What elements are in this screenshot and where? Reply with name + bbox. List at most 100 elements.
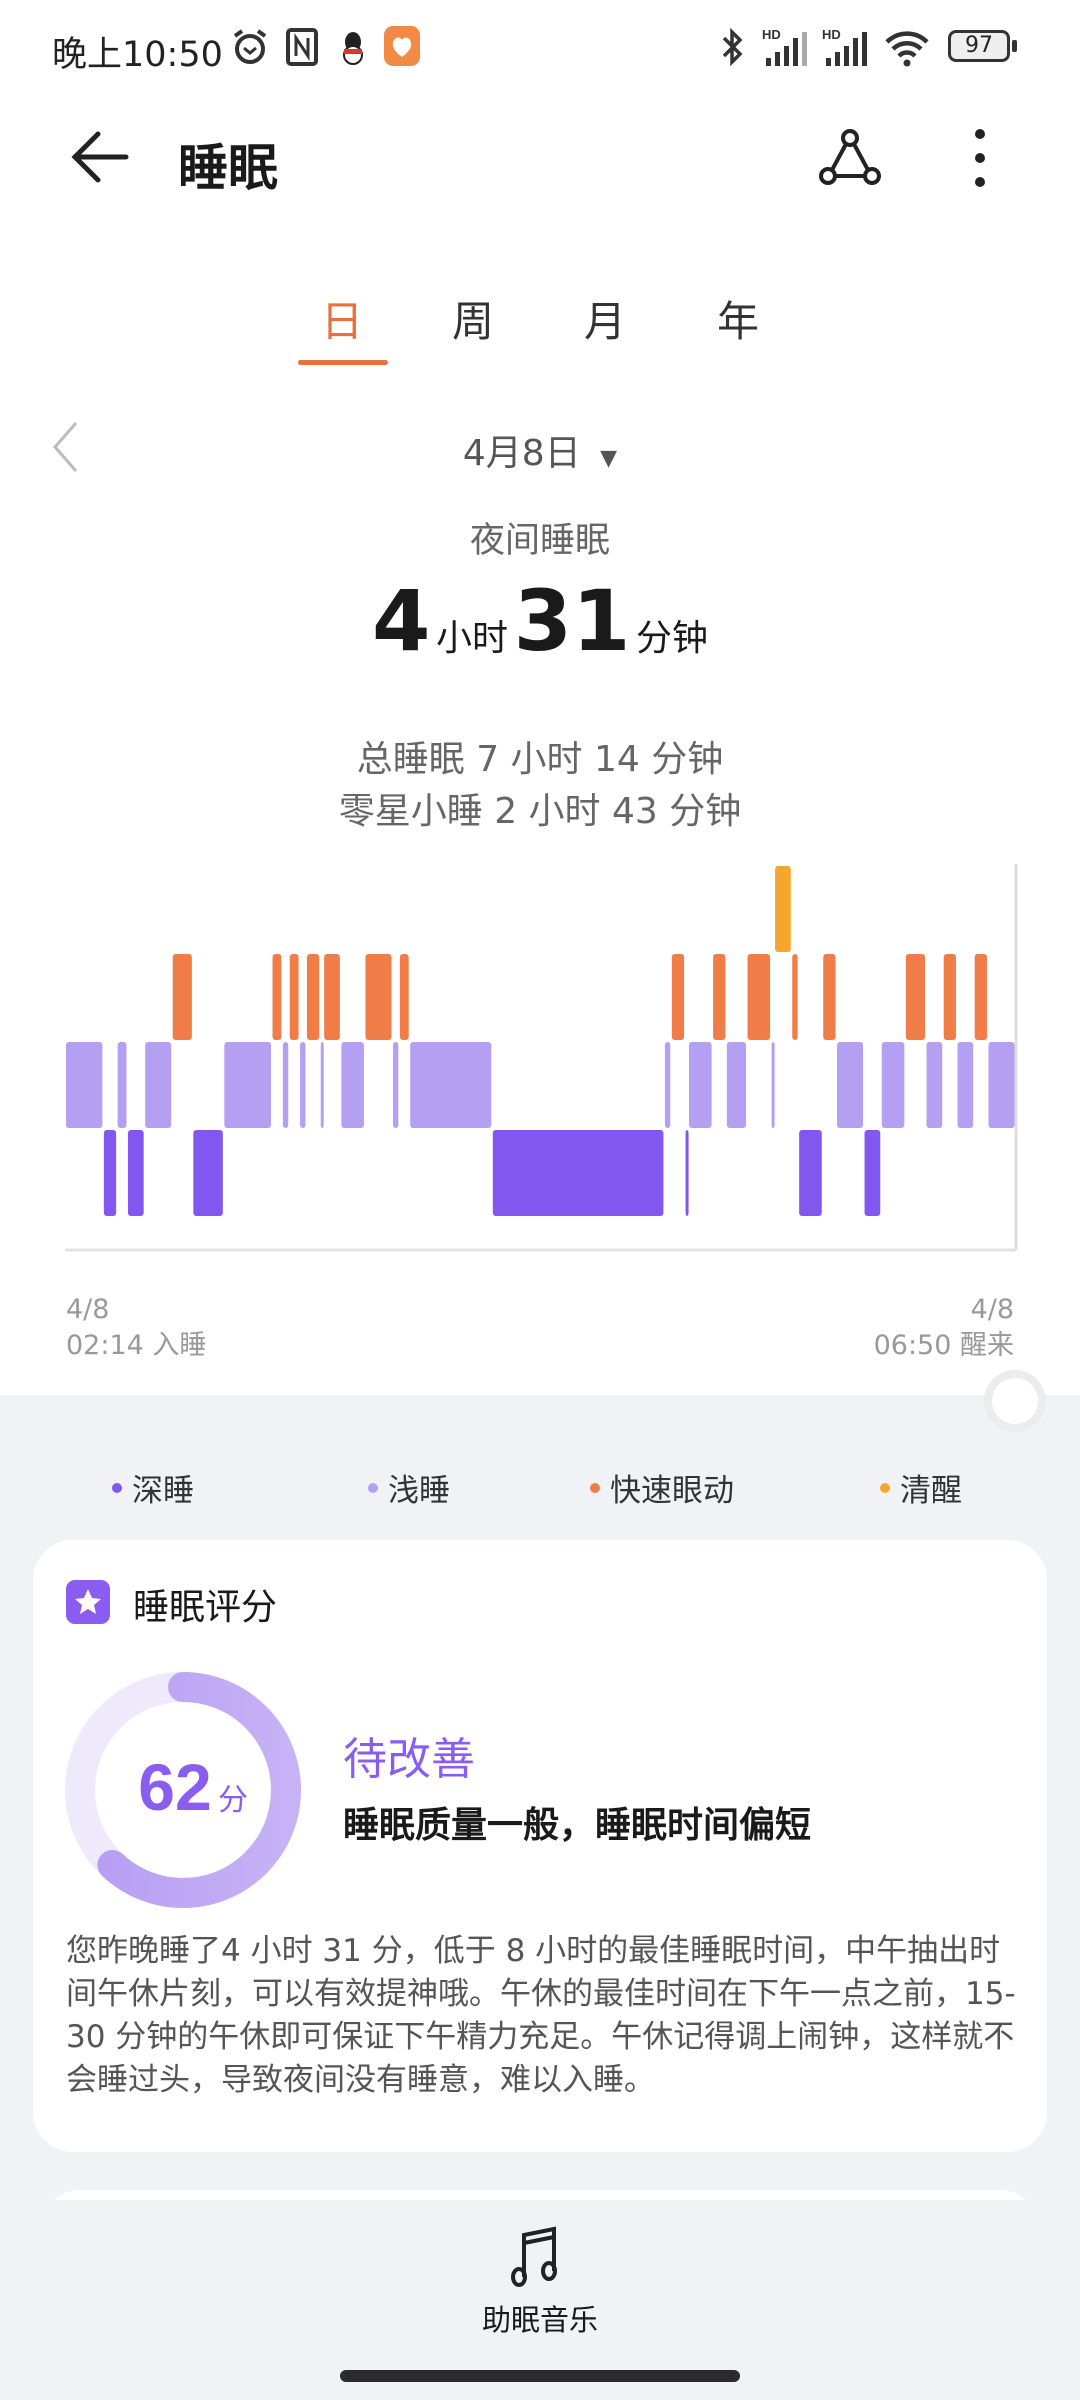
stage-segment-awake — [775, 866, 791, 952]
legend-dot — [112, 1482, 122, 1493]
prev-day-icon[interactable] — [50, 420, 80, 474]
bottom-bar — [0, 2200, 1080, 2360]
music-note-icon — [511, 2226, 557, 2287]
stage-segment-deep — [127, 1130, 144, 1216]
stage-segment-light — [145, 1042, 172, 1128]
legend-dot — [368, 1482, 378, 1493]
sleep-music-button[interactable]: 助眠音乐 — [440, 2225, 640, 2345]
stage-segment-light — [341, 1042, 364, 1128]
legend-rem: 快速眼动 — [590, 1465, 734, 1510]
score-value: 62 — [138, 1750, 211, 1824]
legend-label: 快速眼动 — [610, 1473, 734, 1509]
bluetooth-icon — [722, 27, 743, 67]
legend-dot — [590, 1482, 600, 1493]
stage-segment-rem — [272, 954, 282, 1040]
sleep-score-card[interactable]: 睡眠评分 62 分 待改善 睡眠质量一般，睡眠时间偏短 您昨晚睡了4 小时 31… — [33, 1540, 1047, 2152]
battery-icon: 97 — [948, 30, 1010, 62]
stage-segment-light — [771, 1042, 775, 1128]
date-selector[interactable]: 4月8日 ▼ — [0, 424, 1080, 476]
stage-segment-light — [689, 1042, 712, 1128]
night-sleep-label: 夜间睡眠 — [469, 521, 610, 561]
battery-level: 97 — [965, 33, 993, 58]
stage-segment-rem — [671, 954, 685, 1040]
stage-segment-light — [926, 1042, 943, 1128]
score-ring-fill — [65, 1672, 301, 1908]
hours-unit: 小时 — [435, 618, 508, 659]
stage-segment-light — [957, 1042, 974, 1128]
legend-label: 深睡 — [132, 1473, 194, 1509]
stage-segment-light — [117, 1042, 127, 1128]
scrubber-handle[interactable] — [992, 1378, 1038, 1424]
hours-value: 4 — [371, 572, 431, 670]
tab-week[interactable]: 周 — [451, 297, 494, 346]
stage-segment-rem — [747, 954, 771, 1040]
stage-segment-light — [664, 1042, 671, 1128]
minutes-unit: 分钟 — [636, 618, 709, 659]
tab-month[interactable]: 月 — [583, 297, 626, 346]
star-badge-icon — [66, 1580, 110, 1624]
stage-segment-light — [881, 1042, 905, 1128]
stage-segment-rem — [399, 954, 409, 1040]
stage-segment-light — [726, 1042, 747, 1128]
stage-segment-rem — [974, 954, 987, 1040]
svg-text:HD: HD — [822, 27, 841, 42]
legend-deep: 深睡 — [112, 1465, 194, 1510]
stage-segment-rem — [172, 954, 192, 1040]
signal-hd-icon: HD — [822, 27, 867, 66]
stage-segment-light — [410, 1042, 492, 1128]
stage-segment-light — [300, 1042, 306, 1128]
stage-segment-light — [320, 1042, 324, 1128]
status-bar: 晚上10:50 HD HD 97 — [0, 22, 1080, 78]
score-card-title: 睡眠评分 — [133, 1587, 278, 1628]
stage-segment-light — [988, 1042, 1015, 1128]
stage-segment-deep — [193, 1130, 223, 1216]
stage-segment-light — [224, 1042, 272, 1128]
sleep-music-label: 助眠音乐 — [481, 2303, 598, 2337]
tab-year[interactable]: 年 — [716, 297, 759, 346]
home-indicator[interactable] — [340, 2370, 740, 2382]
share-icon[interactable] — [818, 128, 882, 188]
stage-segment-rem — [365, 954, 392, 1040]
score-unit: 分 — [218, 1783, 248, 1818]
total-sleep: 总睡眠 7 小时 14 分钟 — [356, 739, 724, 780]
tab-indicator — [298, 360, 388, 365]
stage-segment-light — [837, 1042, 864, 1128]
stage-segment-rem — [792, 954, 798, 1040]
health-app-icon — [384, 26, 420, 66]
night-sleep-duration: 4 小时 31 分钟 — [0, 572, 1080, 670]
legend-light: 浅睡 — [368, 1465, 450, 1510]
stage-segment-rem — [823, 954, 836, 1040]
stage-segment-rem — [713, 954, 726, 1040]
stage-segment-rem — [943, 954, 956, 1040]
score-rating: 待改善 — [343, 1734, 475, 1785]
sleep-end-label: 4/8 06:50 醒来 — [874, 1292, 1014, 1364]
legend-dot — [880, 1482, 890, 1493]
battery-tip — [1012, 40, 1017, 52]
stage-segment-rem — [306, 954, 320, 1040]
start-date: 4/8 — [66, 1294, 110, 1325]
status-time: 晚上10:50 — [52, 35, 223, 75]
tab-day[interactable]: 日 — [320, 297, 363, 346]
more-icon[interactable] — [972, 126, 988, 190]
stage-segment-deep — [685, 1130, 689, 1216]
svg-text:HD: HD — [762, 27, 781, 42]
legend-awake: 清醒 — [880, 1465, 962, 1510]
stage-segment-rem — [324, 954, 340, 1040]
stage-segment-deep — [799, 1130, 822, 1216]
back-arrow-icon[interactable] — [70, 130, 130, 184]
date-value: 4月8日 — [462, 433, 581, 474]
stage-segment-deep — [864, 1130, 881, 1216]
page-title: 睡眠 — [178, 139, 278, 197]
score-description: 您昨晚睡了4 小时 31 分，低于 8 小时的最佳睡眠时间，中午抽出时间午休片刻… — [66, 1933, 1016, 2098]
sleep-start-label: 4/8 02:14 入睡 — [66, 1292, 206, 1364]
nap-sleep: 零星小睡 2 小时 43 分钟 — [338, 791, 742, 832]
legend-label: 清醒 — [900, 1473, 962, 1509]
start-time: 02:14 入睡 — [66, 1330, 207, 1361]
score-summary: 睡眠质量一般，睡眠时间偏短 — [343, 1805, 812, 1846]
qq-icon — [343, 32, 363, 65]
wifi-icon — [885, 31, 929, 67]
stage-segment-deep — [492, 1130, 664, 1216]
legend-label: 浅睡 — [388, 1473, 450, 1509]
sleep-stage-chart — [65, 864, 1018, 1252]
stage-segment-rem — [289, 954, 299, 1040]
